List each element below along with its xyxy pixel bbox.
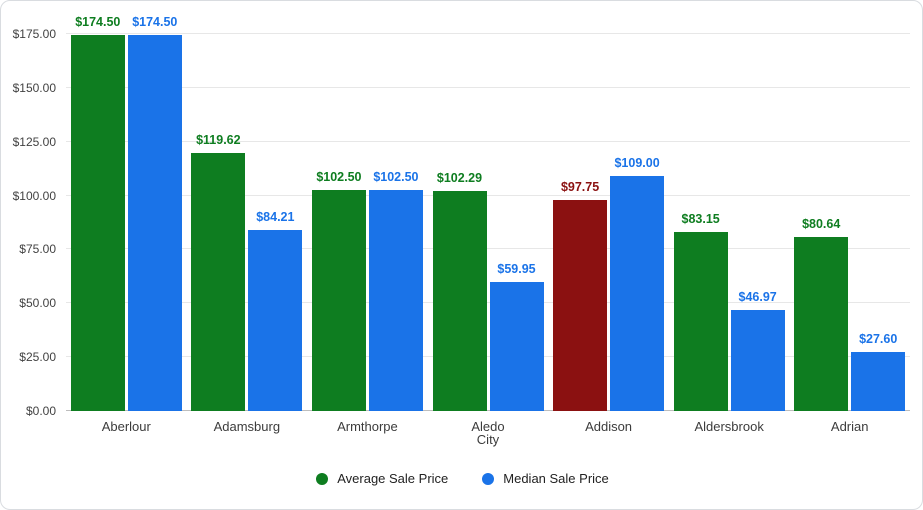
legend-label: Average Sale Price <box>337 471 449 486</box>
x-axis-title: City <box>476 432 500 447</box>
legend-marker-icon <box>482 472 495 485</box>
bar-armthorpe-median-sale-price[interactable] <box>368 190 423 411</box>
bar-value-label: $119.62 <box>196 133 241 148</box>
y-axis-tick-label: $125.00 <box>12 134 56 149</box>
x-axis-category-label: Adrian <box>830 419 869 434</box>
bar-aldersbrook-median-sale-price[interactable] <box>730 309 785 411</box>
bar-aberlour-median-sale-price[interactable] <box>127 35 182 411</box>
bar-value-label: $46.97 <box>738 289 777 304</box>
legend: Average Sale Price Median Sale Price <box>1 471 922 486</box>
bar-adamsburg-median-sale-price[interactable] <box>248 229 303 411</box>
bar-aledo-median-sale-price[interactable] <box>489 281 544 411</box>
y-axis-tick-label: $150.00 <box>12 80 56 95</box>
x-axis-category-label: Aledo <box>471 419 505 434</box>
y-axis-tick-label: $175.00 <box>12 27 56 41</box>
legend-label: Median Sale Price <box>503 471 609 486</box>
bar-adamsburg-average-sale-price[interactable] <box>191 153 246 411</box>
bar-aledo-average-sale-price[interactable] <box>432 190 487 411</box>
bar-value-label: $109.00 <box>614 156 660 171</box>
legend-item-average-sale-price[interactable]: Average Sale Price <box>316 471 448 486</box>
gridline <box>66 140 910 142</box>
y-axis-tick-label: $50.00 <box>19 296 56 311</box>
gridline <box>66 302 910 304</box>
legend-marker-icon <box>316 472 329 485</box>
x-axis-category-label: Adamsburg <box>213 419 281 434</box>
y-axis-tick-label: $25.00 <box>19 350 56 365</box>
bar-value-label: $102.29 <box>436 170 483 185</box>
bar-value-label: $174.50 <box>75 15 121 30</box>
bar-value-label: $27.60 <box>859 331 898 346</box>
gridline <box>66 194 910 196</box>
bar-addison-average-sale-price[interactable] <box>553 200 608 411</box>
gridline <box>66 356 910 358</box>
bar-value-label: $102.50 <box>373 170 419 185</box>
gridline <box>66 33 910 34</box>
bar-adrian-median-sale-price[interactable] <box>851 351 906 411</box>
bar-value-label: $97.75 <box>560 180 600 195</box>
bar-value-label: $174.50 <box>132 15 178 30</box>
bar-armthorpe-average-sale-price[interactable] <box>311 190 366 411</box>
bar-value-label: $102.50 <box>316 170 362 185</box>
bar-value-label: $83.15 <box>681 211 720 226</box>
y-axis-tick-label: $0.00 <box>25 404 56 418</box>
plot-area: $0.00 $25.00 $50.00 $75.00 $100.00 $125.00 $15… <box>13 15 910 434</box>
y-axis-tick-label: $75.00 <box>19 242 56 257</box>
legend-item-median-sale-price[interactable]: Median Sale Price <box>482 471 609 486</box>
bar-adrian-average-sale-price[interactable] <box>794 237 849 411</box>
x-axis-category-label: Addison <box>585 419 633 434</box>
x-axis-category-label: Armthorpe <box>337 419 398 434</box>
y-axis-tick-label: $100.00 <box>12 188 56 203</box>
gridline <box>66 248 910 250</box>
x-axis-baseline <box>66 410 910 411</box>
gridline <box>66 86 910 88</box>
bar-aldersbrook-average-sale-price[interactable] <box>673 231 728 411</box>
bar-value-label: $80.64 <box>802 217 841 232</box>
bar-addison-median-sale-price[interactable] <box>610 176 665 411</box>
bar-value-label: $59.95 <box>497 261 536 276</box>
x-axis-category-label: Aldersbrook <box>694 419 764 434</box>
bar-aberlour-average-sale-price[interactable] <box>70 35 125 411</box>
bar-value-label: $84.21 <box>256 209 295 224</box>
x-axis-category-label: Aberlour <box>101 419 151 434</box>
